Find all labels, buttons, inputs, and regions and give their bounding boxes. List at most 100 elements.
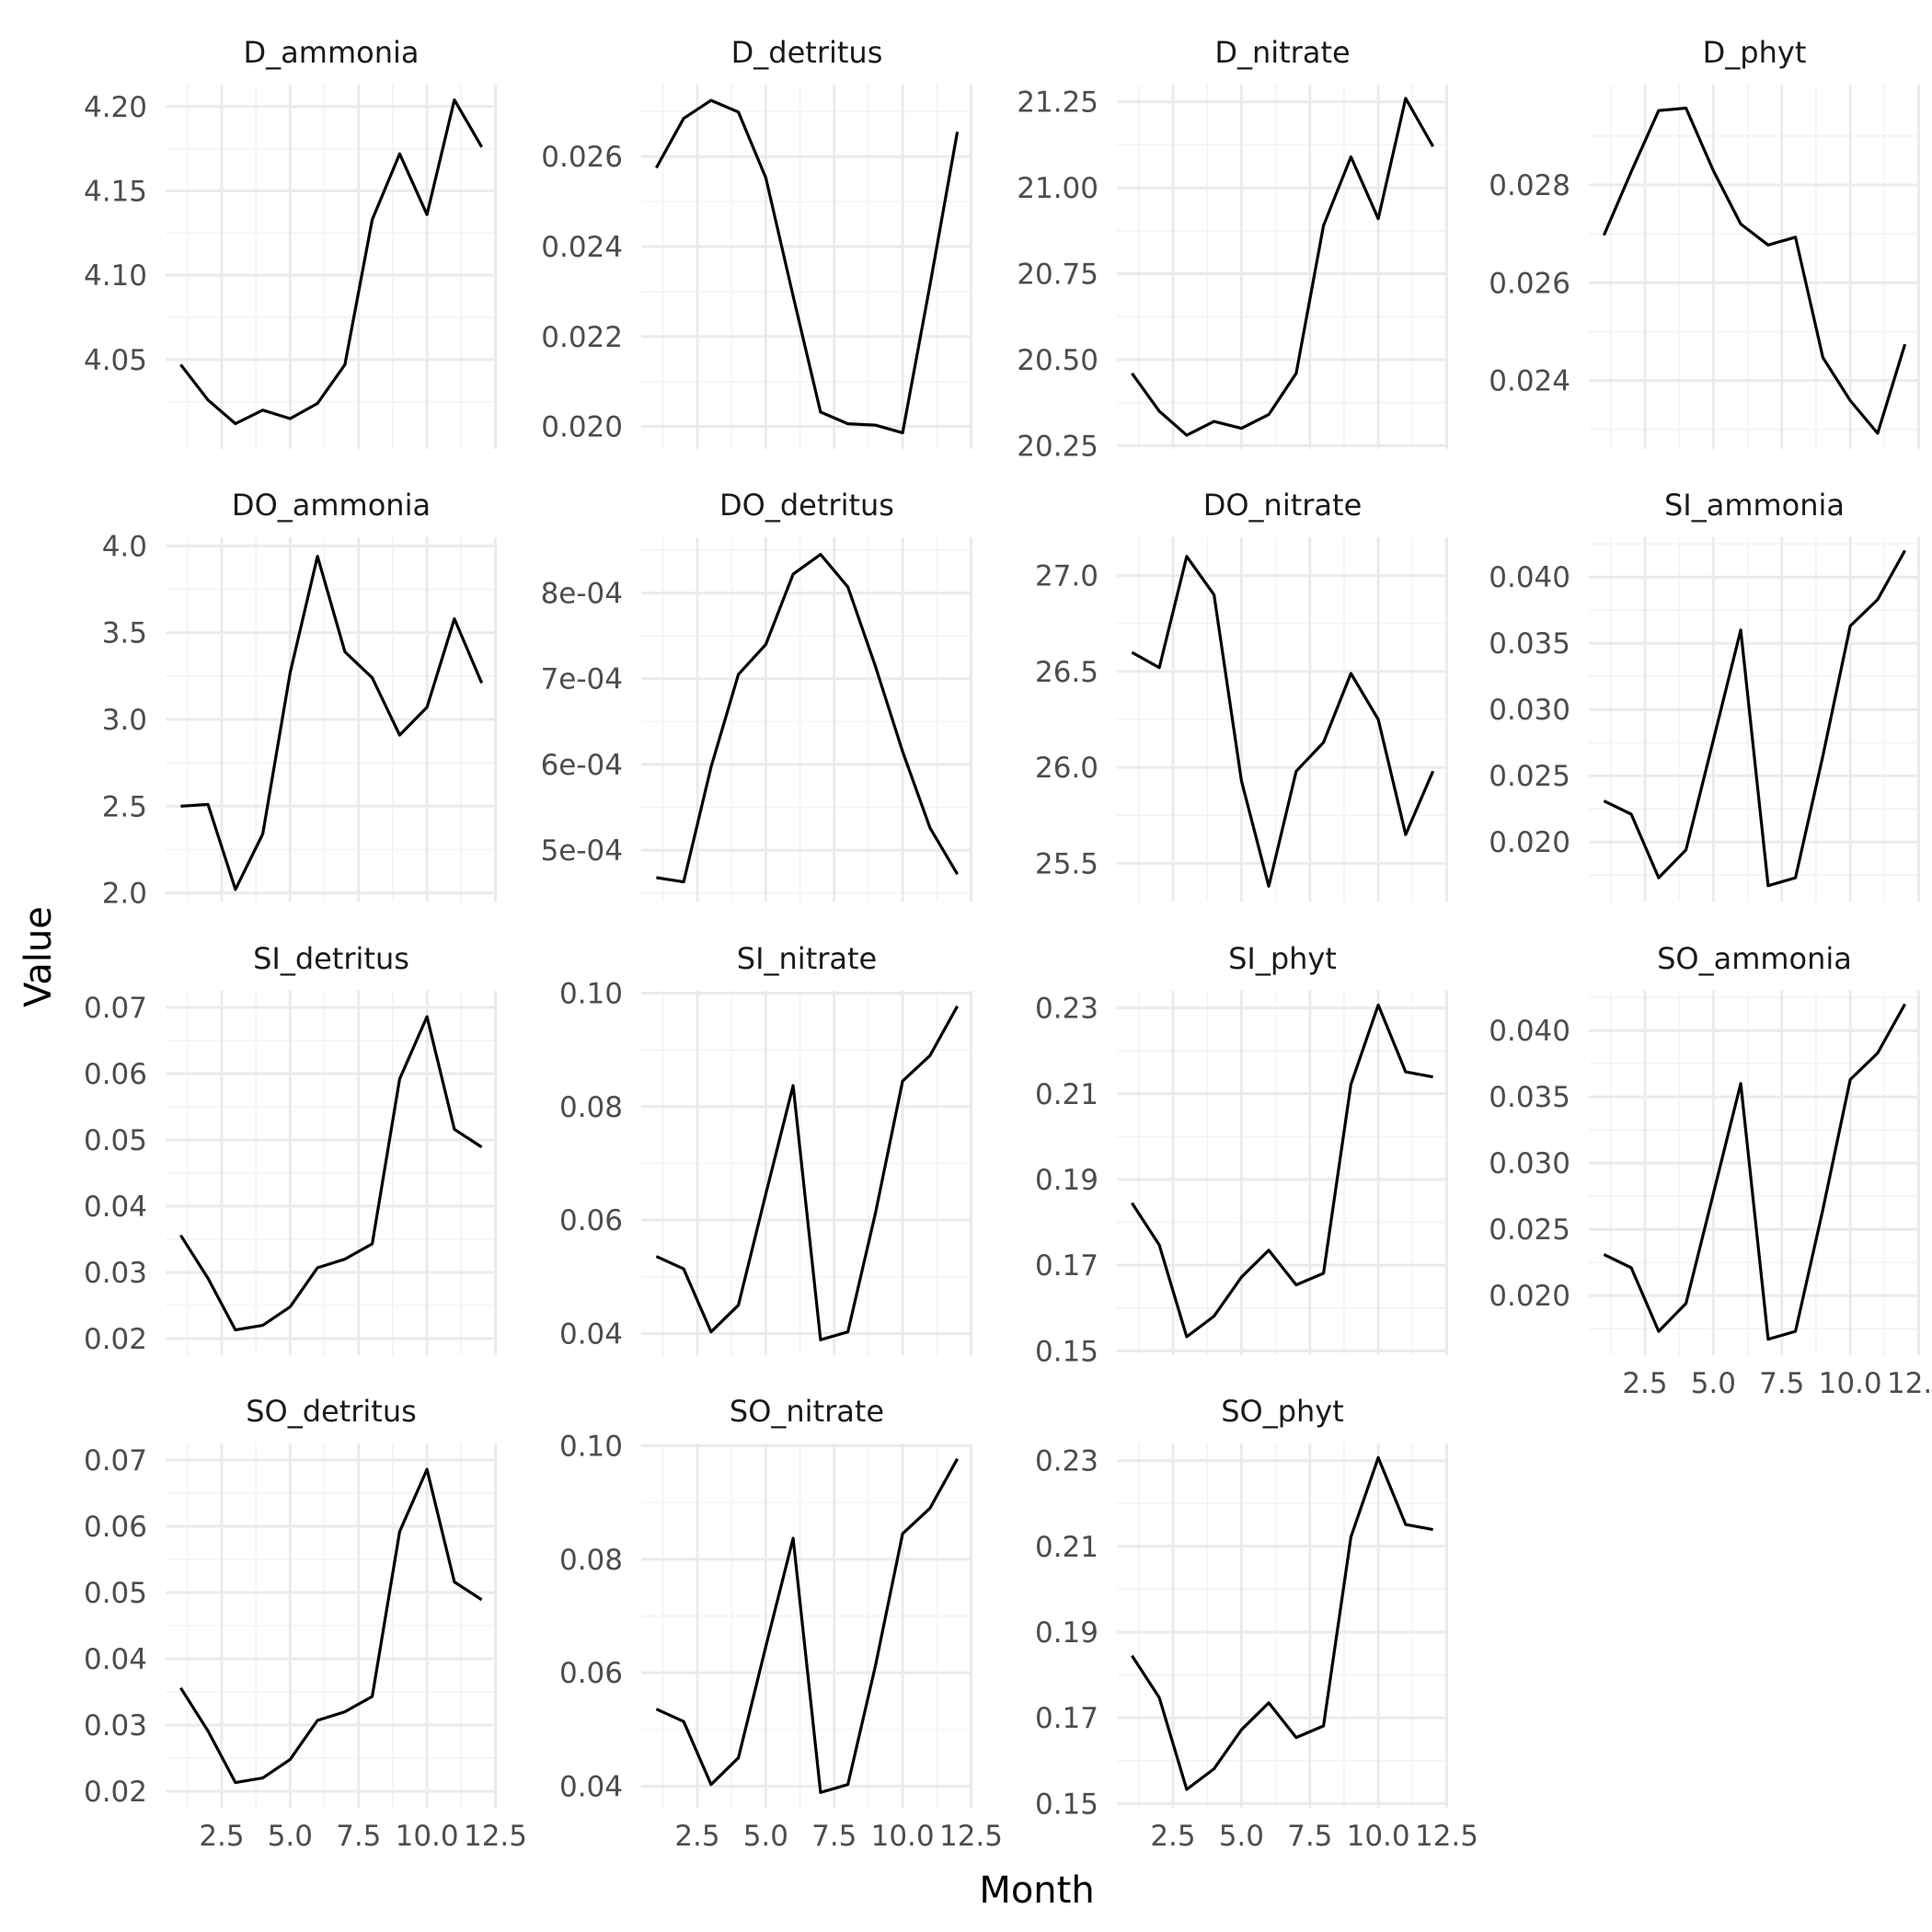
y-tick-label: 3.0 xyxy=(102,704,147,737)
y-tick-label: 3.5 xyxy=(102,617,147,650)
y-tick-label: 2.0 xyxy=(102,878,147,911)
series-line xyxy=(1131,555,1435,888)
series-line xyxy=(179,1467,483,1785)
facet-title: DO_ammonia xyxy=(232,488,431,523)
series-line xyxy=(656,552,959,884)
x-tick-label: 5.0 xyxy=(1691,1367,1736,1400)
y-tick-label: 0.17 xyxy=(1035,1702,1098,1735)
x-tick-label: 10.0 xyxy=(396,1820,459,1853)
facet-title: DO_nitrate xyxy=(1203,488,1363,523)
y-tick-label: 0.17 xyxy=(1035,1249,1098,1282)
x-tick-label: 2.5 xyxy=(1150,1820,1195,1853)
y-tick-label: 0.025 xyxy=(1489,760,1570,793)
facet-panel: DO_ammonia 2.0 2.5 3.0 3.5 4.0 xyxy=(102,488,498,911)
y-tick-label: 0.026 xyxy=(541,141,623,174)
y-tick-label: 0.020 xyxy=(1489,826,1570,859)
facet-panel: SO_phyt 0.15 0.17 0.19 0.21 0.23 2.5 5.0 7.5 10.0… xyxy=(1035,1394,1478,1853)
y-tick-label: 20.75 xyxy=(1017,258,1098,291)
y-tick-label: 0.03 xyxy=(84,1257,147,1290)
y-tick-label: 20.50 xyxy=(1017,344,1098,377)
facet-panel: SI_nitrate 0.04 0.06 0.08 0.10 xyxy=(559,941,973,1355)
y-tick-label: 5e-04 xyxy=(541,834,623,868)
y-tick-label: 0.026 xyxy=(1489,267,1570,300)
y-tick-label: 0.10 xyxy=(559,977,623,1010)
x-tick-label: 5.0 xyxy=(1219,1820,1264,1853)
facet-title: SI_phyt xyxy=(1228,941,1337,976)
y-tick-label: 0.07 xyxy=(84,992,147,1025)
x-tick-label: 7.5 xyxy=(336,1820,381,1853)
facet-panel: D_ammonia 4.05 4.10 4.15 4.20 xyxy=(84,35,498,449)
x-tick-label: 7.5 xyxy=(811,1820,857,1853)
y-tick-label: 0.23 xyxy=(1035,1445,1098,1478)
facet-title: D_detritus xyxy=(731,35,883,70)
facet-panel: SO_detritus 0.02 0.03 0.04 0.05 0.06 0.07 2.5 5.… xyxy=(84,1394,527,1853)
y-tick-label: 4.0 xyxy=(102,530,147,563)
x-tick-label: 12.5 xyxy=(1415,1820,1478,1853)
facet-title: SI_detritus xyxy=(253,941,409,976)
series-line xyxy=(654,98,960,434)
facet-panel: SI_detritus 0.02 0.03 0.04 0.05 0.06 0.07 xyxy=(84,941,498,1356)
y-tick-label: 0.19 xyxy=(1035,1616,1098,1650)
facet-panels: D_ammonia4.054.104.154.20D_detritus0.020… xyxy=(84,35,1932,1853)
y-tick-label: 0.23 xyxy=(1035,993,1098,1026)
facet-title: D_nitrate xyxy=(1214,35,1350,70)
y-tick-label: 20.25 xyxy=(1017,430,1098,463)
y-tick-label: 21.00 xyxy=(1017,172,1098,205)
series-line xyxy=(1131,1003,1433,1339)
series-line xyxy=(1131,1455,1433,1791)
y-tick-label: 0.035 xyxy=(1489,1081,1570,1114)
x-tick-label: 10.0 xyxy=(1347,1820,1410,1853)
x-tick-label: 7.5 xyxy=(1759,1367,1804,1400)
y-tick-label: 0.04 xyxy=(559,1771,623,1804)
y-tick-label: 0.02 xyxy=(84,1323,147,1356)
y-tick-label: 0.040 xyxy=(1489,1015,1570,1048)
x-tick-label: 7.5 xyxy=(1287,1820,1332,1853)
facet-panel: SO_ammonia 0.020 0.025 0.030 0.035 0.040 2.5 5.… xyxy=(1489,941,1932,1400)
y-tick-label: 0.02 xyxy=(84,1776,147,1809)
y-tick-label: 0.030 xyxy=(1489,1147,1570,1180)
y-tick-label: 0.025 xyxy=(1489,1213,1570,1247)
y-tick-label: 0.10 xyxy=(559,1430,623,1463)
y-tick-label: 25.5 xyxy=(1035,847,1098,880)
facet-title: SO_detritus xyxy=(246,1394,417,1429)
facet-panel: D_phyt 0.024 0.026 0.028 xyxy=(1489,35,1921,449)
y-tick-label: 4.15 xyxy=(84,176,147,209)
y-tick-label: 0.21 xyxy=(1035,1078,1098,1111)
facet-panel: D_detritus 0.020 0.022 0.024 0.026 xyxy=(541,35,973,449)
facet-title: SI_ammonia xyxy=(1664,488,1845,523)
y-tick-label: 4.10 xyxy=(84,259,147,293)
y-tick-label: 0.024 xyxy=(1489,365,1570,398)
facet-panel: SI_ammonia 0.020 0.025 0.030 0.035 0.040 xyxy=(1489,488,1921,902)
x-tick-label: 12.5 xyxy=(464,1820,527,1853)
y-tick-label: 0.21 xyxy=(1035,1531,1098,1564)
y-tick-label: 0.15 xyxy=(1035,1788,1098,1821)
y-tick-label: 0.020 xyxy=(1489,1280,1570,1313)
y-tick-label: 0.04 xyxy=(84,1190,147,1224)
x-tick-label: 12.5 xyxy=(1887,1367,1932,1400)
y-tick-label: 2.5 xyxy=(102,790,147,823)
x-tick-label: 10.0 xyxy=(871,1820,935,1853)
x-tick-label: 5.0 xyxy=(268,1820,313,1853)
y-tick-label: 7e-04 xyxy=(541,663,623,696)
y-tick-label: 4.05 xyxy=(84,344,147,377)
y-tick-label: 0.06 xyxy=(84,1511,147,1544)
series-line xyxy=(1603,549,1906,888)
series-line xyxy=(1131,97,1434,437)
y-tick-label: 0.024 xyxy=(541,231,623,264)
y-tick-label: 0.04 xyxy=(559,1318,623,1351)
facet-title: DO_detritus xyxy=(719,488,894,523)
facet-title: SO_ammonia xyxy=(1657,941,1852,976)
y-tick-label: 0.030 xyxy=(1489,694,1570,727)
y-tick-label: 8e-04 xyxy=(541,578,623,611)
y-tick-label: 0.08 xyxy=(559,1544,623,1577)
series-line xyxy=(655,1457,959,1794)
x-tick-label: 2.5 xyxy=(674,1820,719,1853)
x-tick-label: 2.5 xyxy=(1622,1367,1667,1400)
y-tick-label: 0.15 xyxy=(1035,1335,1098,1368)
series-line xyxy=(655,1005,959,1341)
series-line xyxy=(1602,106,1907,435)
facet-title: D_phyt xyxy=(1703,35,1807,70)
y-tick-label: 26.5 xyxy=(1035,656,1098,689)
y-tick-label: 27.0 xyxy=(1035,560,1098,593)
facet-title: D_ammonia xyxy=(244,35,420,70)
